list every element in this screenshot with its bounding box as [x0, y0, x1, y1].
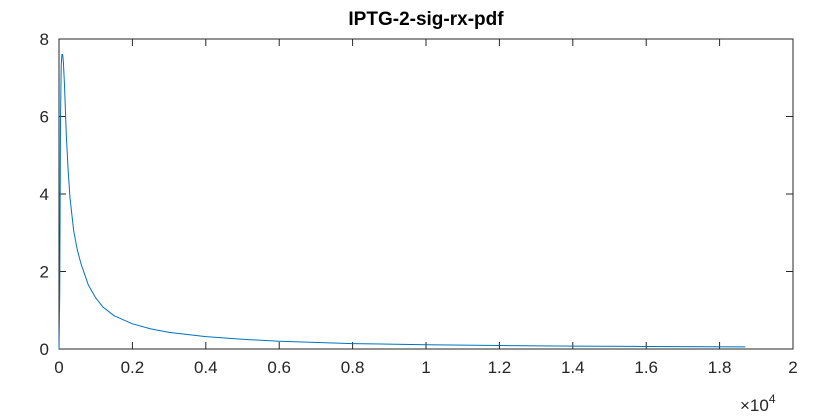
x-tick-label: 0.8	[341, 358, 365, 377]
x-tick-label: 0.4	[194, 358, 218, 377]
chart-title: IPTG-2-sig-rx-pdf	[348, 9, 504, 30]
x-tick-label: 1.2	[488, 358, 512, 377]
series-layer	[58, 54, 746, 350]
x-tick-label: 1.8	[708, 358, 732, 377]
x-tick-label: 1.6	[634, 358, 658, 377]
axes-box	[58, 38, 794, 350]
x-tick-label: 1.4	[561, 358, 585, 377]
x-axis-exponent-label: ×104	[740, 392, 776, 415]
y-axis-ticks: 0 2 4 6 8	[40, 30, 793, 359]
plot-area: 0 0.2 0.4 0.6 0.8 1 1.2 1.4 1.6 1.8 2 0 2 4 6 8	[40, 30, 798, 377]
y-tick-label: 6	[40, 108, 49, 127]
x-tick-label: 2	[788, 358, 797, 377]
x-axis-exponent-power: 4	[769, 392, 776, 406]
series-line	[58, 54, 746, 350]
x-tick-label: 1	[421, 358, 430, 377]
y-tick-label: 0	[40, 340, 49, 359]
x-tick-label: 0	[54, 358, 63, 377]
y-tick-label: 4	[40, 185, 49, 204]
x-tick-label: 0.2	[121, 358, 145, 377]
x-axis-exponent-prefix: ×10	[740, 396, 769, 415]
y-tick-label: 8	[40, 30, 49, 49]
x-tick-label: 0.6	[267, 358, 291, 377]
y-tick-label: 2	[40, 263, 49, 282]
